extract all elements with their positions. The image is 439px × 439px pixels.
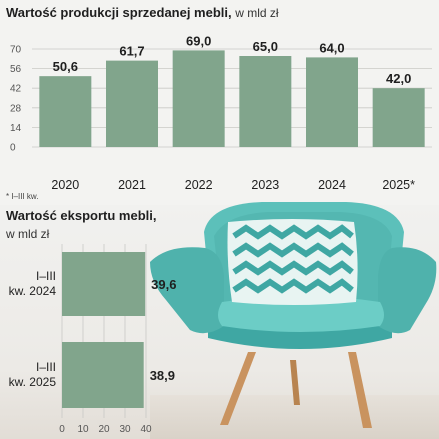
chart2-category-label: kw. 2024 (9, 284, 57, 298)
chart1-category-label: 2021 (118, 178, 146, 192)
chart1-category-label: 2023 (251, 178, 279, 192)
chart1-value-label: 69,0 (186, 33, 211, 48)
chart2-value-label: 39,6 (151, 277, 176, 292)
chart2-xtick-label: 30 (119, 424, 131, 435)
chart2-title-text: Wartość eksportu mebli, (6, 208, 157, 223)
chart2-value-label: 38,9 (150, 368, 175, 383)
chart1-category-label: 2025* (382, 178, 415, 192)
chart1-bar (306, 57, 358, 147)
chart2-xtick-label: 0 (59, 424, 65, 435)
chart2-bar (62, 252, 146, 316)
chart1-category-label: 2020 (51, 178, 79, 192)
chart1-bar (239, 56, 292, 147)
chart2-category-label: I–III (36, 269, 56, 283)
chart1-ytick-label: 28 (10, 103, 22, 114)
chart1-value-label: 42,0 (386, 71, 411, 86)
chart1-ytick-label: 70 (10, 45, 22, 56)
chart1-bar (39, 76, 92, 147)
chart1-bar (372, 88, 425, 147)
chart2-unit-row: w mld zł (6, 226, 49, 241)
chart1-ytick-label: 14 (10, 123, 22, 134)
chart1-bar (172, 50, 225, 147)
chart2-category-label: kw. 2025 (9, 375, 57, 389)
chart1-category-label: 2024 (318, 178, 346, 192)
chart1-plot: 70 56 42 28 14 0 50,6 2020 61,7 2021 69,0 2022 65,0 2… (10, 33, 432, 192)
chart1-title: Wartość produkcji sprzedanej mebli, w ml… (6, 5, 279, 20)
chart2-unit: w mld zł (6, 227, 50, 241)
chart2-title: Wartość eksportu mebli, (6, 208, 157, 223)
chart2-xtick-label: 20 (98, 424, 110, 435)
chart1-footnote: * I–III kw. (6, 192, 39, 201)
chart1-value-label: 65,0 (253, 39, 278, 54)
chart1-value-label: 50,6 (53, 59, 78, 74)
chart1-unit: w mld zł (235, 6, 279, 20)
chart1-title-text: Wartość produkcji sprzedanej mebli, (6, 5, 232, 20)
chart2-bar (62, 342, 144, 408)
chart1-ytick-label: 42 (10, 84, 22, 95)
chart1-ytick-label: 0 (10, 143, 16, 154)
chart1-bar (106, 60, 158, 148)
chart1-value-label: 61,7 (119, 44, 144, 59)
chart1-value-label: 64,0 (319, 40, 344, 55)
chart2-xtick-label: 40 (140, 424, 152, 435)
chart2-xtick-label: 10 (77, 424, 89, 435)
chart2-category-label: I–III (36, 360, 56, 374)
chart1-ytick-label: 56 (10, 64, 22, 75)
chart1-category-label: 2022 (185, 178, 213, 192)
